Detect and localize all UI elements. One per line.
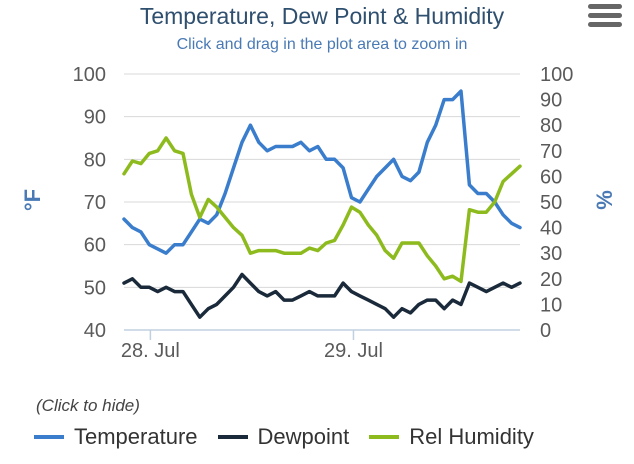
right-tick-label: 70 bbox=[540, 141, 562, 163]
left-tick-label: 90 bbox=[84, 107, 106, 129]
left-tick-label: 60 bbox=[84, 235, 106, 257]
legend-label: Dewpoint bbox=[257, 424, 350, 449]
menu-icon-bar bbox=[588, 13, 622, 18]
legend-item-rel-humidity[interactable]: Rel Humidity bbox=[369, 424, 534, 450]
plot-area[interactable] bbox=[122, 89, 522, 319]
series-line-temperature[interactable] bbox=[122, 89, 522, 255]
legend-label: Temperature bbox=[74, 424, 198, 449]
left-tick-label: 80 bbox=[84, 149, 106, 171]
legend-item-temperature[interactable]: Temperature bbox=[34, 424, 198, 450]
legend-swatch bbox=[369, 435, 400, 439]
right-axis-title: % bbox=[592, 190, 617, 210]
chart-menu-button[interactable] bbox=[588, 4, 622, 32]
menu-icon-bar bbox=[588, 22, 622, 27]
right-tick-label: 10 bbox=[540, 294, 562, 316]
legend-swatch bbox=[217, 435, 248, 439]
right-tick-label: 30 bbox=[540, 243, 562, 265]
left-tick-label: 40 bbox=[84, 320, 106, 342]
right-tick-label: 20 bbox=[540, 269, 562, 291]
right-tick-label: 90 bbox=[540, 90, 562, 112]
right-tick-label: 40 bbox=[540, 218, 562, 240]
right-tick-label: 50 bbox=[540, 192, 562, 214]
menu-icon-bar bbox=[588, 4, 622, 9]
right-tick-label: 80 bbox=[540, 115, 562, 137]
legend-label: Rel Humidity bbox=[409, 424, 534, 449]
left-tick-label: 70 bbox=[84, 192, 106, 214]
left-tick-label: 100 bbox=[73, 64, 106, 86]
chart-title: Temperature, Dew Point & Humidity bbox=[140, 3, 505, 29]
legend-hint: (Click to hide) bbox=[36, 396, 140, 415]
legend-item-dewpoint[interactable]: Dewpoint bbox=[217, 424, 350, 450]
right-tick-label: 100 bbox=[540, 64, 573, 86]
left-axis-ticks: 40 50 60 70 80 90 100 bbox=[73, 64, 106, 342]
x-tick-label: 29. Jul bbox=[324, 340, 383, 362]
chart-subtitle: Click and drag in the plot area to zoom … bbox=[177, 36, 468, 53]
x-tick-label: 28. Jul bbox=[121, 340, 180, 362]
right-axis-ticks: 0 10 20 30 40 50 60 70 80 90 100 bbox=[540, 64, 573, 342]
left-axis-title: °F bbox=[20, 189, 45, 211]
series-line-rel-humidity[interactable] bbox=[122, 136, 522, 284]
series-line-dewpoint[interactable] bbox=[122, 272, 522, 319]
x-axis: 28. Jul 29. Jul bbox=[121, 329, 520, 362]
legend-swatch bbox=[34, 435, 64, 439]
right-tick-label: 60 bbox=[540, 166, 562, 188]
left-tick-label: 50 bbox=[84, 277, 106, 299]
legend: Temperature Dewpoint Rel Humidity bbox=[34, 424, 534, 450]
right-tick-label: 0 bbox=[540, 320, 551, 342]
